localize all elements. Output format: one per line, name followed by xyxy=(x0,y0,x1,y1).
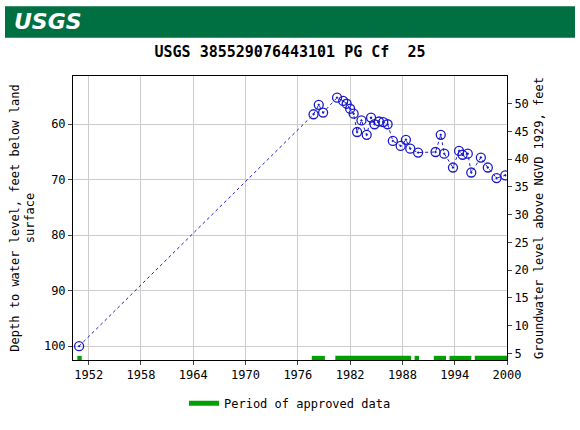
svg-text:45: 45 xyxy=(514,125,528,139)
svg-text:70: 70 xyxy=(51,173,65,187)
svg-text:5: 5 xyxy=(514,347,521,361)
svg-text:Period of approved data: Period of approved data xyxy=(224,397,390,411)
svg-text:1958: 1958 xyxy=(127,368,156,382)
svg-text:Depth to water level, feet bel: Depth to water level, feet below landsur… xyxy=(8,84,38,351)
svg-text:30: 30 xyxy=(514,208,528,222)
svg-text:1982: 1982 xyxy=(336,368,365,382)
svg-text:USGS: USGS xyxy=(14,9,82,34)
svg-text:80: 80 xyxy=(51,228,65,242)
svg-text:60: 60 xyxy=(51,117,65,131)
svg-text:1988: 1988 xyxy=(388,368,417,382)
svg-text:1994: 1994 xyxy=(440,368,469,382)
svg-text:2000: 2000 xyxy=(493,368,522,382)
svg-text:Groundwater level above NGVD 1: Groundwater level above NGVD 1929, feet xyxy=(532,77,546,359)
svg-text:10: 10 xyxy=(514,319,528,333)
svg-text:15: 15 xyxy=(514,291,528,305)
svg-text:35: 35 xyxy=(514,180,528,194)
svg-text:20: 20 xyxy=(514,263,528,277)
svg-text:25: 25 xyxy=(514,236,528,250)
svg-text:50: 50 xyxy=(514,97,528,111)
svg-text:1964: 1964 xyxy=(179,368,208,382)
svg-text:USGS 385529076443101 PG Cf 25: USGS 385529076443101 PG Cf 25 xyxy=(155,43,426,61)
svg-text:100: 100 xyxy=(44,339,66,353)
svg-text:1970: 1970 xyxy=(231,368,260,382)
svg-text:1952: 1952 xyxy=(74,368,103,382)
svg-text:40: 40 xyxy=(514,152,528,166)
svg-text:90: 90 xyxy=(51,284,65,298)
svg-text:1976: 1976 xyxy=(283,368,312,382)
